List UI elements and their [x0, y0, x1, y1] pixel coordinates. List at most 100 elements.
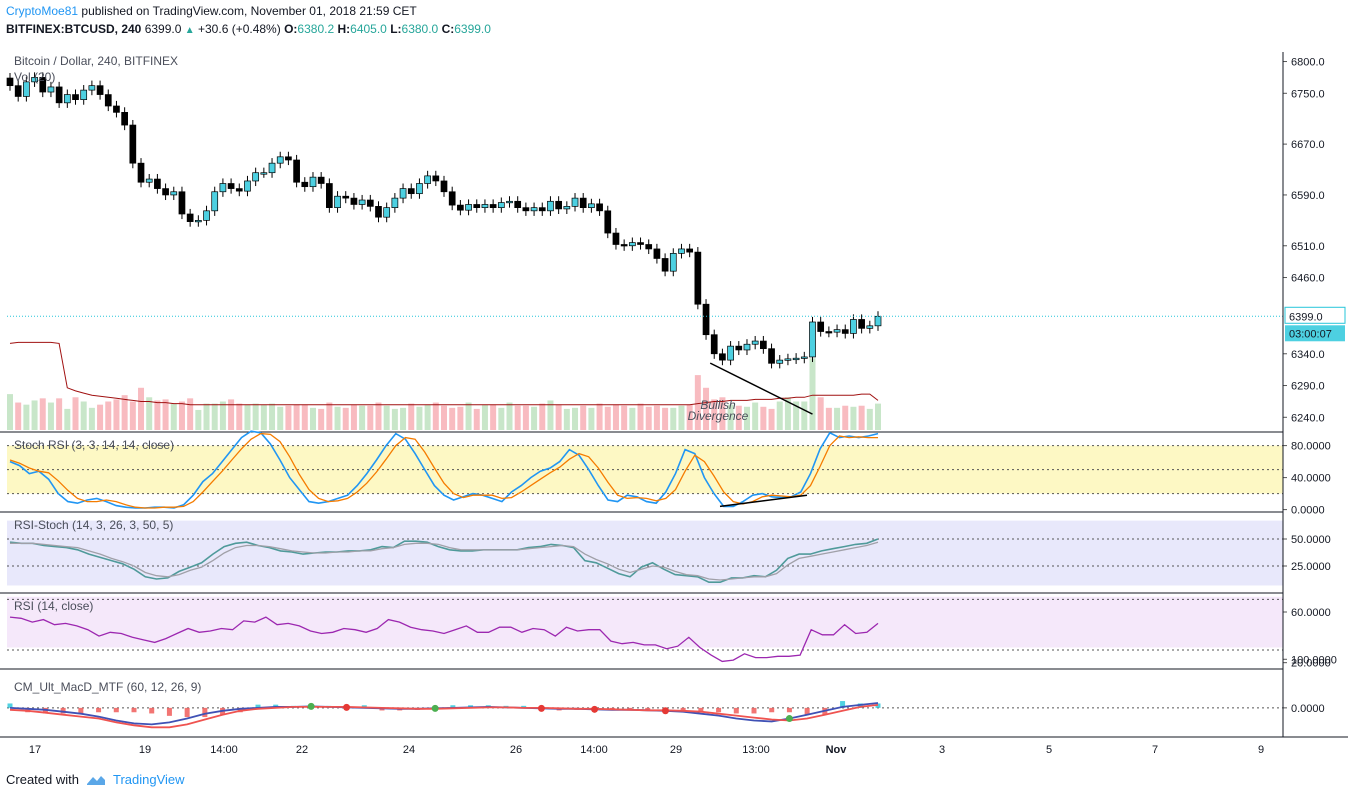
histogram-bar [7, 703, 13, 708]
tradingview-link[interactable]: TradingView [112, 772, 185, 787]
candle-body [170, 191, 178, 196]
volume-bar [129, 401, 136, 430]
last-price-label: 6399.0 [1289, 311, 1323, 323]
volume-bar [555, 404, 562, 430]
volume-bar [383, 405, 390, 430]
histogram-bar [521, 705, 527, 708]
volume-bar [514, 405, 521, 430]
volume-bar [727, 404, 734, 430]
volume-bar [244, 404, 251, 430]
candle-body [440, 180, 448, 193]
candle-body [678, 248, 685, 254]
histogram-bar [840, 701, 846, 708]
change-value: +30.6 (+0.48%) [198, 22, 281, 36]
candle-body [620, 244, 628, 247]
candle-body [751, 340, 759, 345]
x-tick-label: 22 [296, 744, 308, 756]
y-tick-label: 6590.0 [1291, 190, 1325, 202]
volume-bar [138, 387, 145, 430]
indicator-title: CM_Ult_MacD_MTF (60, 12, 26, 9) [14, 680, 201, 694]
histogram-bar [166, 707, 172, 716]
candle-body [457, 204, 464, 211]
candle-body [39, 77, 47, 93]
candle-body [596, 203, 603, 212]
volume-bar [645, 406, 652, 430]
candle-body [293, 159, 300, 183]
cross-dot [661, 707, 669, 715]
candle-body [416, 183, 423, 195]
volume-bar [678, 405, 685, 430]
volume-bar [531, 406, 538, 430]
cross-dot [431, 704, 439, 712]
candle-body [31, 77, 38, 83]
candle-body [776, 359, 784, 364]
volume-bar [834, 407, 841, 430]
y-tick-label: 40.0000 [1291, 473, 1331, 485]
candle-body [309, 176, 317, 188]
histogram-bar [78, 707, 84, 714]
cross-dot [343, 703, 351, 711]
last-price-box [1284, 306, 1346, 324]
candle-body [235, 188, 243, 192]
volume-bar [64, 408, 71, 430]
candle-body [702, 303, 710, 336]
volume-bar [260, 404, 267, 430]
volume-label: Vol (20) [14, 70, 55, 84]
volume-bar [105, 401, 112, 430]
volume-bar [432, 402, 439, 430]
candle-body [219, 183, 227, 193]
y-tick-label: 0.0000 [1291, 505, 1325, 517]
candle-body [178, 191, 186, 215]
author-link[interactable]: CryptoMoe81 [6, 4, 79, 18]
x-tick-label: 24 [403, 744, 415, 756]
volume-bar [121, 395, 128, 430]
volume-bar [637, 403, 644, 430]
y-tick-label: 6510.0 [1291, 241, 1325, 253]
x-tick-label: 9 [1258, 744, 1264, 756]
volume-bar [47, 402, 54, 430]
candle-body [588, 203, 595, 208]
volume-bar [72, 397, 79, 430]
volume-bar [56, 398, 63, 430]
volume-bar [547, 400, 554, 430]
volume-bar [97, 404, 104, 430]
candle-body [538, 207, 546, 212]
y-tick-label: 25.0000 [1291, 561, 1331, 573]
volume-bar [334, 406, 341, 430]
volume-bar [375, 402, 382, 430]
volume-bar [408, 403, 415, 430]
candle-body [661, 258, 669, 272]
candle-body [162, 188, 169, 196]
published-text: published on TradingView.com, November 0… [81, 4, 417, 18]
up-triangle-icon: ▲ [184, 25, 195, 36]
y-tick-label: 20.0000 [1291, 658, 1331, 670]
cross-dot [537, 704, 545, 712]
cross-dot [307, 702, 315, 710]
macd-line [9, 702, 879, 726]
candle-body [80, 89, 88, 100]
candle-body [358, 199, 366, 205]
histogram-bar [680, 707, 686, 712]
macd-line [9, 704, 879, 729]
volume-bar [719, 397, 726, 430]
candle-body [850, 319, 857, 334]
volume-bar [703, 387, 710, 430]
candle-body [121, 112, 128, 126]
candle-body [113, 105, 120, 113]
candle-body [399, 188, 407, 199]
y-tick-label: 6340.0 [1291, 349, 1325, 361]
low-value: 6380.0 [401, 22, 439, 36]
volume-bar [866, 408, 873, 430]
candle-body [719, 353, 726, 361]
candle-body [874, 315, 882, 327]
volume-bar [195, 409, 202, 430]
volume-bar [621, 405, 628, 430]
candle-body [14, 85, 22, 97]
candle-body [653, 248, 661, 259]
candle-body [203, 210, 210, 221]
candle-body [760, 340, 767, 350]
candle-body [727, 345, 734, 361]
candle-body [96, 85, 104, 95]
histogram-bar [716, 707, 722, 713]
